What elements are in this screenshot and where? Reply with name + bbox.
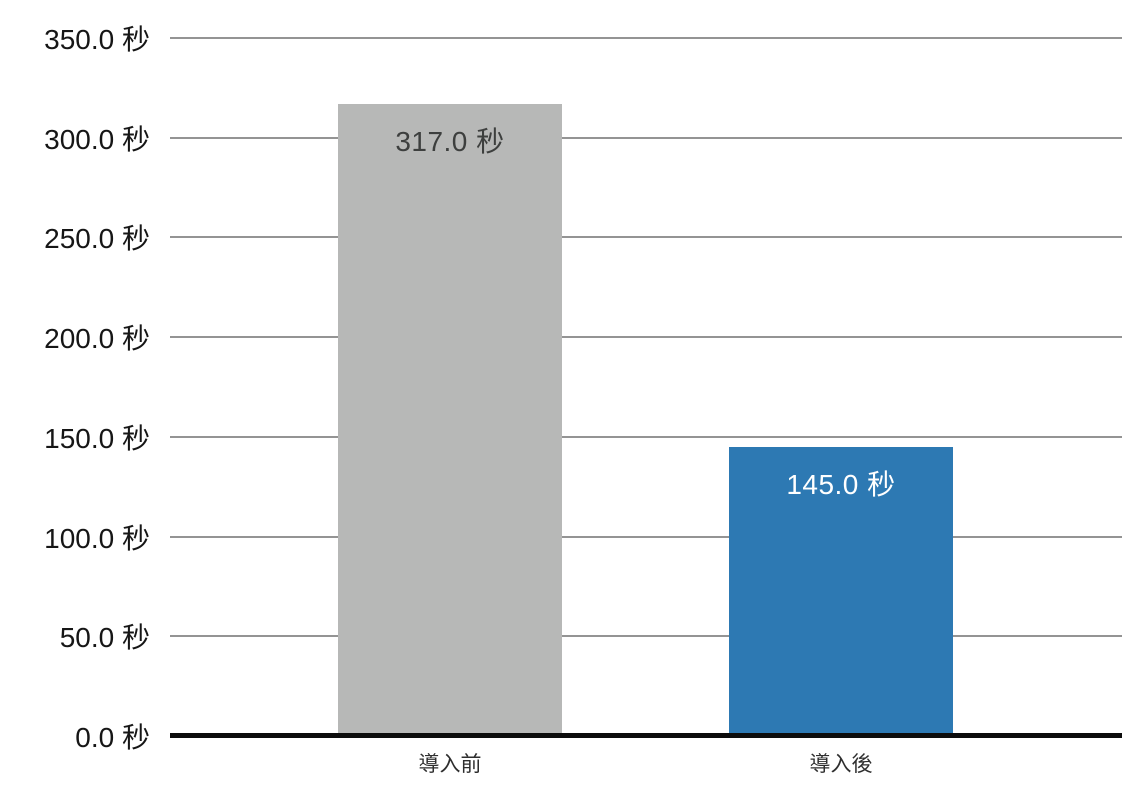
- bar-after-introduction: 145.0 秒: [729, 446, 953, 736]
- y-tick-label: 250.0 秒: [44, 223, 150, 255]
- x-tick-label-before: 導入前: [418, 753, 482, 776]
- gridline: [170, 236, 1122, 239]
- x-tick-label-after: 導入後: [809, 753, 873, 776]
- bar-before-introduction: 317.0 秒: [338, 103, 562, 736]
- bar-value-label: 317.0 秒: [395, 125, 505, 157]
- gridline: [170, 37, 1122, 39]
- y-tick-label: 300.0 秒: [44, 123, 150, 155]
- gridline: [170, 535, 1122, 538]
- gridline: [170, 336, 1122, 339]
- y-axis: 350.0 秒 300.0 秒 250.0 秒 200.0 秒 150.0 秒 …: [0, 24, 150, 753]
- x-axis: 導入前 導入後: [170, 748, 1122, 788]
- y-tick-label: 350.0 秒: [44, 24, 150, 55]
- gridline: [170, 435, 1122, 438]
- x-axis-baseline: [170, 733, 1122, 738]
- y-tick-label: 100.0 秒: [44, 522, 150, 554]
- y-tick-label: 150.0 秒: [44, 422, 150, 454]
- gridline: [170, 136, 1122, 139]
- y-tick-label: 50.0 秒: [59, 622, 150, 654]
- gridline: [170, 635, 1122, 638]
- y-tick-label: 0.0 秒: [75, 722, 150, 753]
- y-tick-label: 200.0 秒: [44, 323, 150, 355]
- bar-value-label: 145.0 秒: [786, 468, 896, 500]
- plot-area: 317.0 秒 145.0 秒: [170, 37, 1122, 738]
